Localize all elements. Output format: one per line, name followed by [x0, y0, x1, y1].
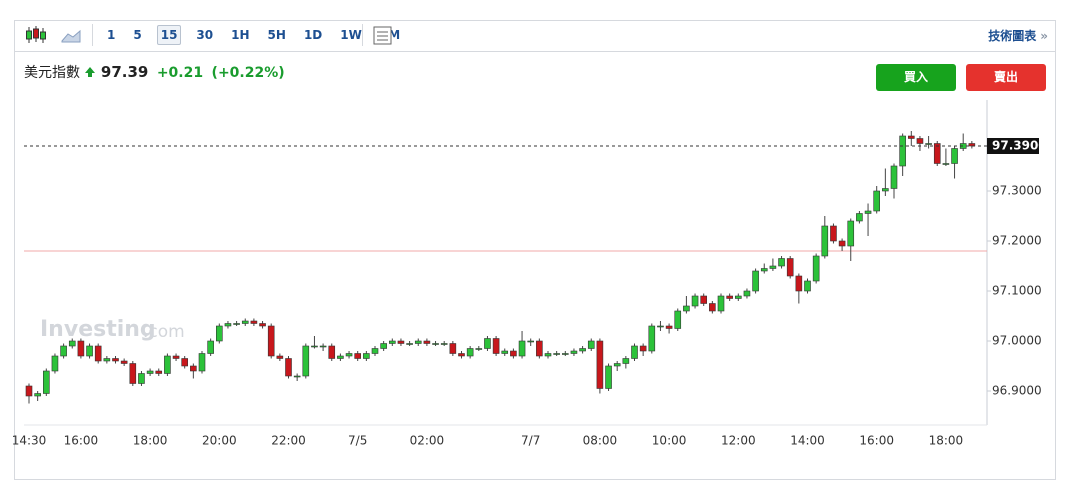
- technical-link[interactable]: 技術圖表»: [988, 27, 1048, 44]
- separator: [92, 24, 93, 46]
- layout-icon[interactable]: [372, 25, 394, 47]
- interval-button[interactable]: 1: [107, 28, 116, 42]
- interval-button[interactable]: 15: [156, 25, 182, 45]
- change: +0.21: [156, 65, 204, 81]
- area-icon[interactable]: [60, 24, 84, 46]
- interval-button[interactable]: 1W: [340, 28, 362, 42]
- buy-button[interactable]: 買入: [876, 64, 956, 91]
- interval-button[interactable]: 1D: [303, 28, 323, 42]
- quote-header: 美元指數 97.39 +0.21 (+0.22%): [24, 62, 285, 82]
- toolbar: 1515301H5H1D1W1M 技術圖表»: [14, 20, 1056, 52]
- page: {"toolbar": {"intervals": ["1", "5", "15…: [11, 20, 1056, 480]
- instrument-name: 美元指數: [24, 65, 80, 81]
- interval-button[interactable]: 5H: [267, 28, 286, 42]
- interval-button[interactable]: 5: [133, 28, 142, 42]
- sell-button[interactable]: 賣出: [966, 64, 1046, 91]
- change-percent: (+0.22%): [211, 65, 285, 81]
- interval-button[interactable]: 30: [196, 28, 214, 42]
- separator: [362, 24, 363, 46]
- more-arrow[interactable]: »: [1040, 29, 1048, 43]
- last-price: 97.39: [100, 63, 149, 81]
- up-arrow: [85, 67, 96, 77]
- candle-icon[interactable]: [24, 24, 48, 46]
- technical-label[interactable]: 技術圖表: [988, 29, 1037, 43]
- interval-button[interactable]: 1H: [231, 28, 250, 42]
